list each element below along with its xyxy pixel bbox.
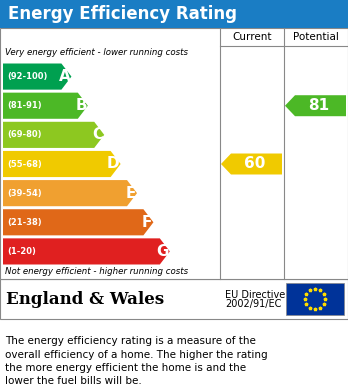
Text: (1-20): (1-20) [7,247,36,256]
Text: (81-91): (81-91) [7,101,42,110]
Text: Energy Efficiency Rating: Energy Efficiency Rating [8,5,237,23]
Text: B: B [75,98,87,113]
Text: (39-54): (39-54) [7,188,42,197]
Text: England & Wales: England & Wales [6,291,164,307]
Text: Potential: Potential [293,32,339,42]
Polygon shape [3,151,121,177]
Bar [0,0,348,28]
Polygon shape [3,122,104,148]
Text: 81: 81 [308,98,330,113]
Text: D: D [107,156,120,172]
Text: F: F [142,215,152,230]
Text: Current: Current [232,32,272,42]
Polygon shape [3,239,170,264]
Polygon shape [221,154,282,174]
Text: 2002/91/EC: 2002/91/EC [225,299,282,309]
Bar [0,28,348,279]
Bar [0,319,348,391]
Text: EU Directive: EU Directive [225,290,285,300]
Polygon shape [285,95,346,116]
Text: (21-38): (21-38) [7,218,42,227]
Polygon shape [3,63,71,90]
Text: Not energy efficient - higher running costs: Not energy efficient - higher running co… [5,267,188,276]
Text: (55-68): (55-68) [7,160,42,169]
Bar [286,283,344,315]
Polygon shape [3,180,137,206]
Text: C: C [92,127,103,142]
Text: 60: 60 [244,156,266,172]
Text: A: A [59,69,70,84]
Text: (92-100): (92-100) [7,72,47,81]
Text: The energy efficiency rating is a measure of the
overall efficiency of a home. T: The energy efficiency rating is a measur… [5,336,268,386]
Polygon shape [3,93,88,119]
Bar [0,279,348,319]
Text: G: G [156,244,169,259]
Text: Very energy efficient - lower running costs: Very energy efficient - lower running co… [5,48,188,57]
Text: E: E [126,186,136,201]
Polygon shape [3,209,153,235]
Text: (69-80): (69-80) [7,130,41,139]
